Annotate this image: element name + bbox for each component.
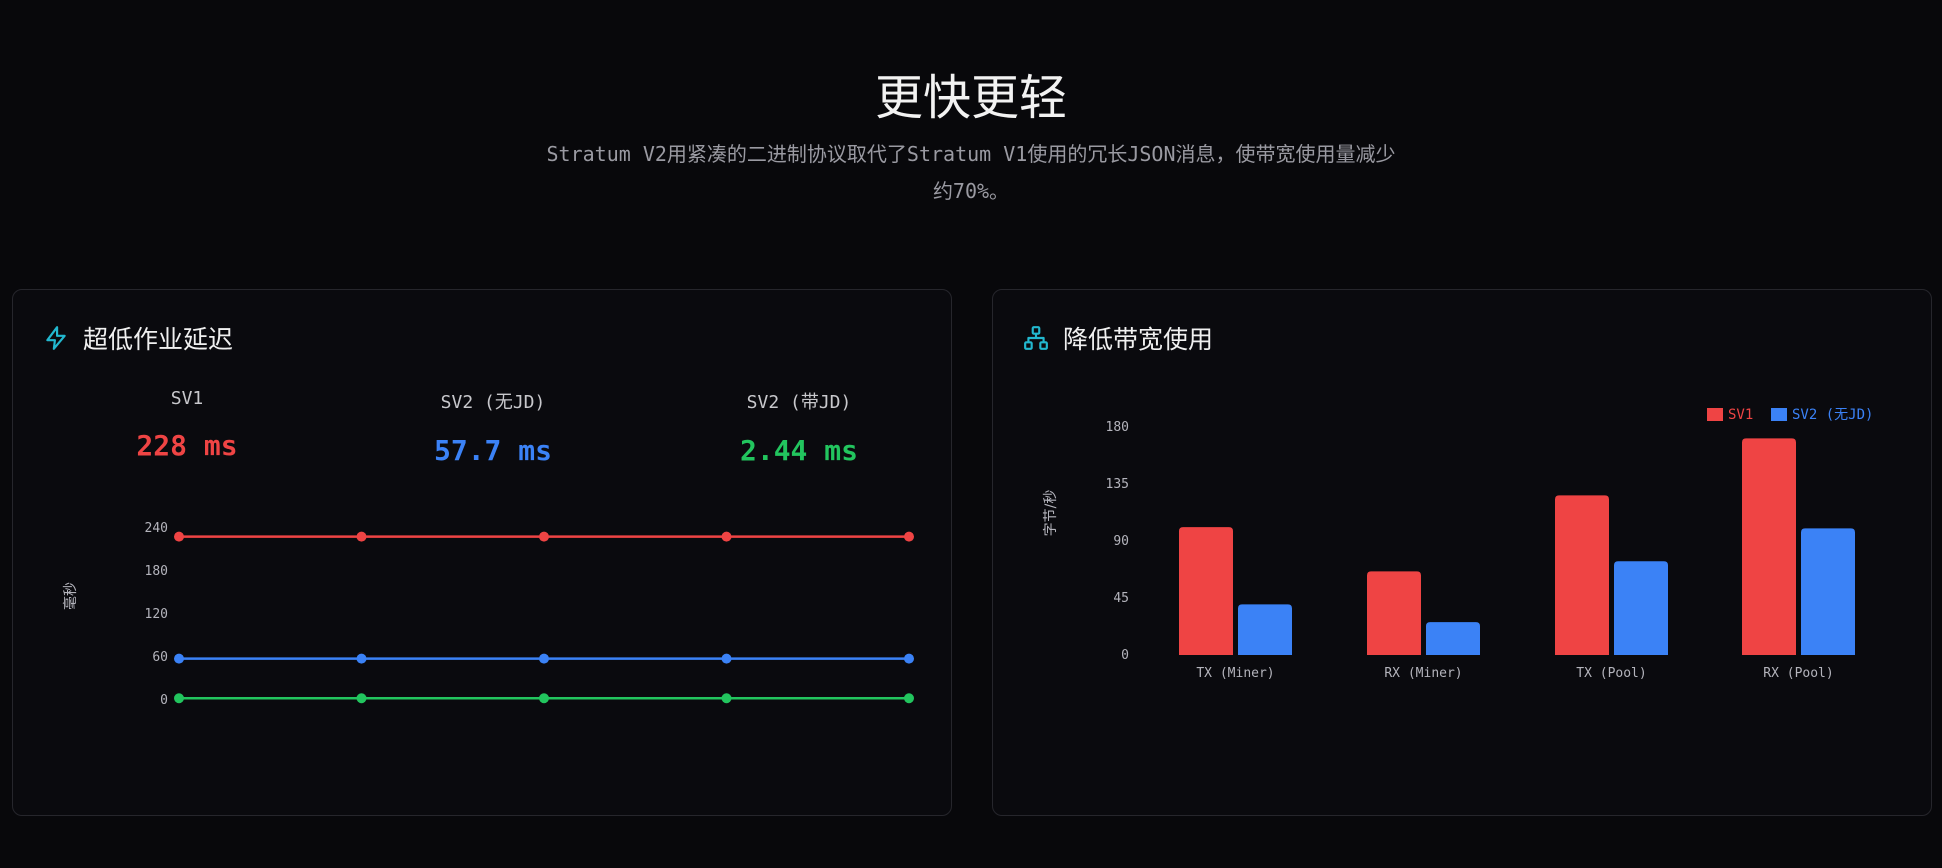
data-point xyxy=(539,693,549,704)
data-point xyxy=(539,653,549,664)
data-point xyxy=(174,531,184,542)
data-point xyxy=(904,693,914,704)
x-tick-label: TX (Pool) xyxy=(1576,666,1646,681)
bar-sv2-jd--3 xyxy=(1801,528,1855,655)
bar-sv2-jd--0 xyxy=(1238,604,1292,655)
data-point xyxy=(721,531,732,542)
legend-swatch xyxy=(1707,408,1723,421)
x-tick-label: RX (Pool) xyxy=(1763,666,1833,681)
hero-title: 更快更轻 xyxy=(874,70,1067,126)
bandwidth-card: 降低带宽使用 0 45 90 135 180 字节/秒 TX (Miner) RX (Mine… xyxy=(992,289,1932,816)
latency-chart: 0 60 120 180 240 毫秒 xyxy=(62,521,914,708)
data-point xyxy=(904,531,914,542)
bandwidth-card-title: 降低带宽使用 xyxy=(1063,325,1214,354)
y-tick-label: 60 xyxy=(152,650,168,665)
y-axis-label: 毫秒 xyxy=(62,582,79,610)
stat-value: 57.7 ms xyxy=(433,434,552,467)
bar-sv1-2 xyxy=(1555,495,1609,655)
data-point xyxy=(356,531,367,542)
legend-swatch xyxy=(1771,408,1787,421)
data-point xyxy=(356,693,367,704)
stat-sv2-no-jd: SV2 (无JD) 57.7 ms xyxy=(383,388,603,467)
y-tick-label: 180 xyxy=(145,564,168,579)
latency-card: 超低作业延迟 SV1 228 ms SV2 (无JD) 57.7 ms SV2 … xyxy=(12,289,952,816)
y-tick-label: 0 xyxy=(1121,648,1129,663)
bandwidth-chart: 0 45 90 135 180 字节/秒 TX (Miner) RX (Miner) TX (P… xyxy=(1043,407,1873,681)
x-tick-label: RX (Miner) xyxy=(1384,666,1462,681)
latency-card-title: 超低作业延迟 xyxy=(83,325,234,354)
stat-value: 2.44 ms xyxy=(739,434,858,467)
bar-sv2-jd--2 xyxy=(1614,561,1668,655)
data-point xyxy=(904,653,914,664)
data-point xyxy=(174,693,184,704)
legend-label: SV2 (无JD) xyxy=(1792,407,1873,423)
stat-sv2-with-jd: SV2 (带JD) 2.44 ms xyxy=(689,388,909,467)
bar-sv2-jd--1 xyxy=(1426,622,1480,655)
bar-sv1-1 xyxy=(1367,571,1421,655)
hero-subtitle: Stratum V2用紧凑的二进制协议取代了Stratum V1使用的冗长JSO… xyxy=(546,142,1396,203)
network-icon xyxy=(1023,325,1049,351)
y-tick-label: 120 xyxy=(145,607,168,622)
y-tick-label: 135 xyxy=(1106,477,1129,492)
bar-sv1-0 xyxy=(1179,527,1233,655)
legend-label: SV1 xyxy=(1728,407,1753,423)
bar-sv1-3 xyxy=(1742,438,1796,655)
y-tick-label: 0 xyxy=(160,693,168,708)
y-tick-label: 90 xyxy=(1113,534,1129,549)
bandwidth-card-header: 降低带宽使用 xyxy=(1023,320,1213,356)
data-point xyxy=(721,653,732,664)
stat-label: SV2 (带JD) xyxy=(746,392,852,413)
stat-sv1: SV1 228 ms xyxy=(77,388,297,462)
y-axis-label: 字节/秒 xyxy=(1043,490,1059,537)
data-point xyxy=(356,653,367,664)
stat-label: SV1 xyxy=(170,388,204,409)
x-tick-label: TX (Miner) xyxy=(1196,666,1274,681)
stat-value: 228 ms xyxy=(136,429,238,462)
data-point xyxy=(721,693,732,704)
latency-card-header: 超低作业延迟 xyxy=(43,320,233,356)
y-tick-label: 240 xyxy=(145,521,168,536)
data-point xyxy=(174,653,184,664)
stat-label: SV2 (无JD) xyxy=(440,392,546,413)
data-point xyxy=(539,531,549,542)
y-tick-label: 180 xyxy=(1106,420,1129,435)
y-tick-label: 45 xyxy=(1113,591,1129,606)
lightning-icon xyxy=(43,325,69,351)
